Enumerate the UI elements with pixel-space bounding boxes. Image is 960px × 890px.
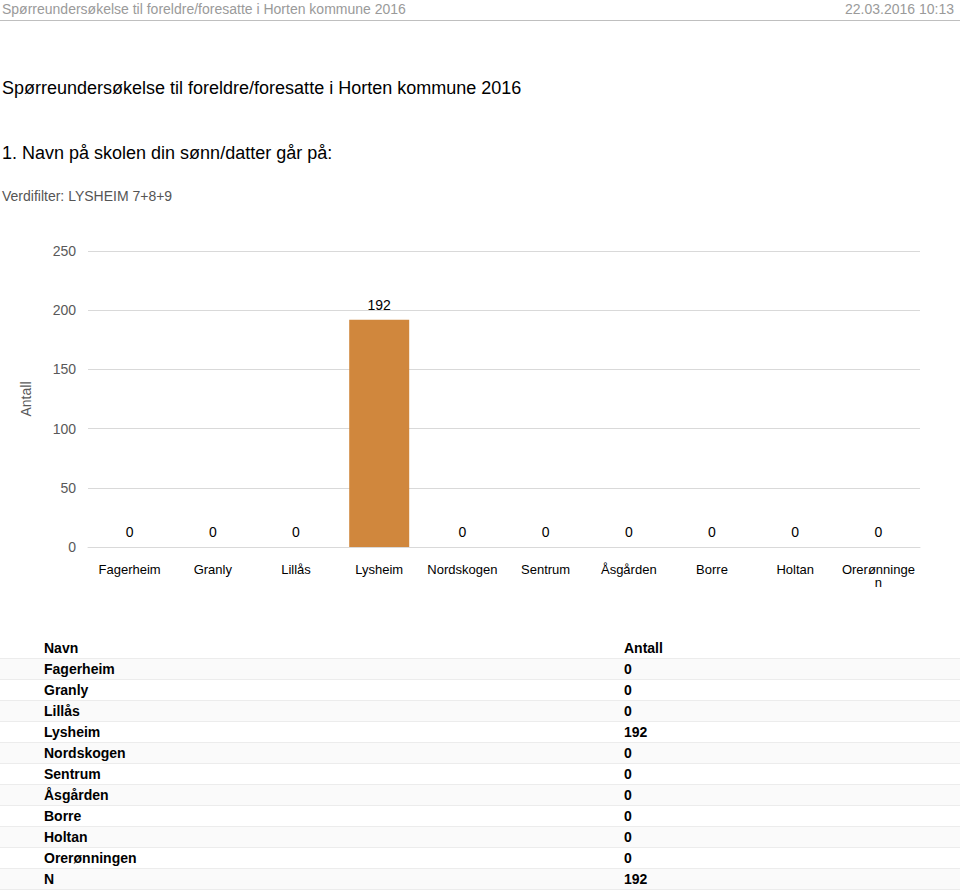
html-text:Sentrum: Sentrum xyxy=(44,766,101,782)
svg-text:Lillås: Lillås xyxy=(281,562,311,577)
html-text:0: 0 xyxy=(624,850,632,866)
html-text:192: 192 xyxy=(624,871,648,887)
html-text:0: 0 xyxy=(624,661,632,677)
svg-text:0: 0 xyxy=(791,524,799,540)
svg-text:150: 150 xyxy=(53,361,77,377)
svg-text:0: 0 xyxy=(292,524,300,540)
svg-text:Antall: Antall xyxy=(18,381,34,416)
svg-text:Granly: Granly xyxy=(194,562,233,577)
svg-text:0: 0 xyxy=(459,524,467,540)
html-text:192: 192 xyxy=(624,724,648,740)
svg-text:100: 100 xyxy=(53,421,77,437)
html-text:22.03.2016 10:13: 22.03.2016 10:13 xyxy=(845,1,954,17)
svg-text:250: 250 xyxy=(53,243,77,259)
svg-text:50: 50 xyxy=(60,480,76,496)
svg-text:Åsgården: Åsgården xyxy=(601,562,657,577)
svg-text:0: 0 xyxy=(625,524,633,540)
html-text:Orerønningen: Orerønningen xyxy=(44,850,137,866)
html-text:Lillås: Lillås xyxy=(44,703,80,719)
svg-text:0: 0 xyxy=(542,524,550,540)
svg-text:Nordskogen: Nordskogen xyxy=(427,562,497,577)
html-text:Fagerheim: Fagerheim xyxy=(44,661,115,677)
html-text:N: N xyxy=(44,871,55,887)
html-text:0: 0 xyxy=(624,766,632,782)
svg-text:Orerønninge: Orerønninge xyxy=(841,562,915,577)
svg-text:0: 0 xyxy=(68,539,76,555)
html-text:0: 0 xyxy=(624,829,632,845)
svg-text:0: 0 xyxy=(875,524,883,540)
html-text:0: 0 xyxy=(624,703,632,719)
svg-text:Fagerheim: Fagerheim xyxy=(99,562,161,577)
html-text:Spørreundersøkelse til foreldr: Spørreundersøkelse til foreldre/foresatt… xyxy=(2,1,406,17)
svg-text:200: 200 xyxy=(53,302,77,318)
html-text:Borre: Borre xyxy=(44,808,82,824)
svg-text:Lysheim: Lysheim xyxy=(355,562,403,577)
html-text:0: 0 xyxy=(624,745,632,761)
html-text:0: 0 xyxy=(624,787,632,803)
svg-text:Sentrum: Sentrum xyxy=(521,562,570,577)
html-text:0: 0 xyxy=(624,808,632,824)
html-text:Lysheim: Lysheim xyxy=(44,724,101,740)
svg-text:0: 0 xyxy=(126,524,134,540)
html-text:1. Navn på skolen din sønn/dat: 1. Navn på skolen din sønn/datter går på… xyxy=(2,143,333,163)
html-text:Spørreundersøkelse til foreldr: Spørreundersøkelse til foreldre/foresatt… xyxy=(2,78,522,98)
html-text:0: 0 xyxy=(624,682,632,698)
html-text:Granly: Granly xyxy=(44,682,89,698)
svg-text:0: 0 xyxy=(708,524,716,540)
svg-text:Borre: Borre xyxy=(696,562,728,577)
svg-text:0: 0 xyxy=(209,524,217,540)
svg-text:n: n xyxy=(875,575,882,590)
html-text:Verdifilter: LYSHEIM 7+8+9: Verdifilter: LYSHEIM 7+8+9 xyxy=(2,188,173,204)
html-text:Åsgården: Åsgården xyxy=(44,787,109,803)
html-text:Nordskogen: Nordskogen xyxy=(44,745,126,761)
html-text:Antall: Antall xyxy=(624,640,663,656)
svg-text:Holtan: Holtan xyxy=(776,562,814,577)
svg-text:192: 192 xyxy=(368,297,392,313)
html-text:Holtan: Holtan xyxy=(44,829,88,845)
html-text:Navn: Navn xyxy=(44,640,79,656)
